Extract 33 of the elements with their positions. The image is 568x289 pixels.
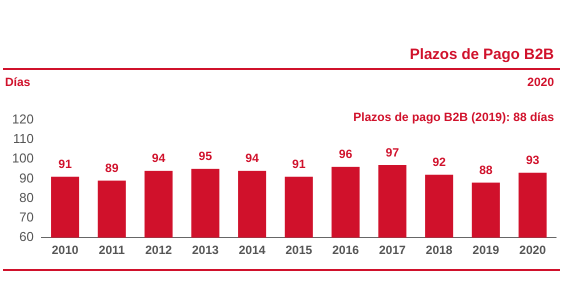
x-tick-label: 2010 bbox=[52, 243, 79, 258]
data-label: 91 bbox=[58, 157, 72, 172]
x-tick-label: 2014 bbox=[238, 243, 266, 258]
y-tick-label: 60 bbox=[19, 229, 34, 244]
x-tick-label: 2019 bbox=[472, 243, 500, 258]
y-tick-label: 120 bbox=[12, 111, 34, 126]
y-tick-label: 110 bbox=[12, 131, 34, 146]
data-label: 94 bbox=[245, 151, 260, 166]
data-label: 94 bbox=[152, 151, 166, 166]
x-tick-label: 2017 bbox=[379, 243, 406, 258]
data-label: 96 bbox=[338, 147, 353, 162]
y-tick-label: 80 bbox=[19, 190, 34, 205]
data-label: 88 bbox=[479, 162, 493, 177]
data-label: 95 bbox=[198, 149, 212, 164]
data-label: 92 bbox=[432, 155, 446, 170]
y-tick-label: 70 bbox=[19, 210, 34, 225]
x-tick-label: 2020 bbox=[519, 243, 546, 258]
chart-title: Plazos de Pago B2B bbox=[410, 46, 554, 63]
y-tick-label: 100 bbox=[12, 150, 34, 166]
annotation: Plazos de pago B2B (2019): 88 días bbox=[353, 110, 554, 124]
y-axis-title: Días bbox=[5, 75, 30, 89]
x-tick-label: 2015 bbox=[285, 243, 313, 258]
data-label: 91 bbox=[292, 157, 306, 172]
x-tick-label: 2012 bbox=[145, 243, 172, 258]
x-tick-label: 2018 bbox=[426, 243, 453, 258]
data-label: 89 bbox=[105, 160, 119, 175]
x-tick-label: 2016 bbox=[332, 243, 360, 258]
data-label: 93 bbox=[526, 153, 540, 168]
y-tick-label: 90 bbox=[19, 170, 34, 186]
x-tick-label: 2013 bbox=[192, 243, 220, 258]
data-label: 97 bbox=[386, 145, 400, 160]
chart-subtitle: 2020 bbox=[527, 75, 554, 89]
x-tick-label: 2011 bbox=[98, 243, 126, 258]
